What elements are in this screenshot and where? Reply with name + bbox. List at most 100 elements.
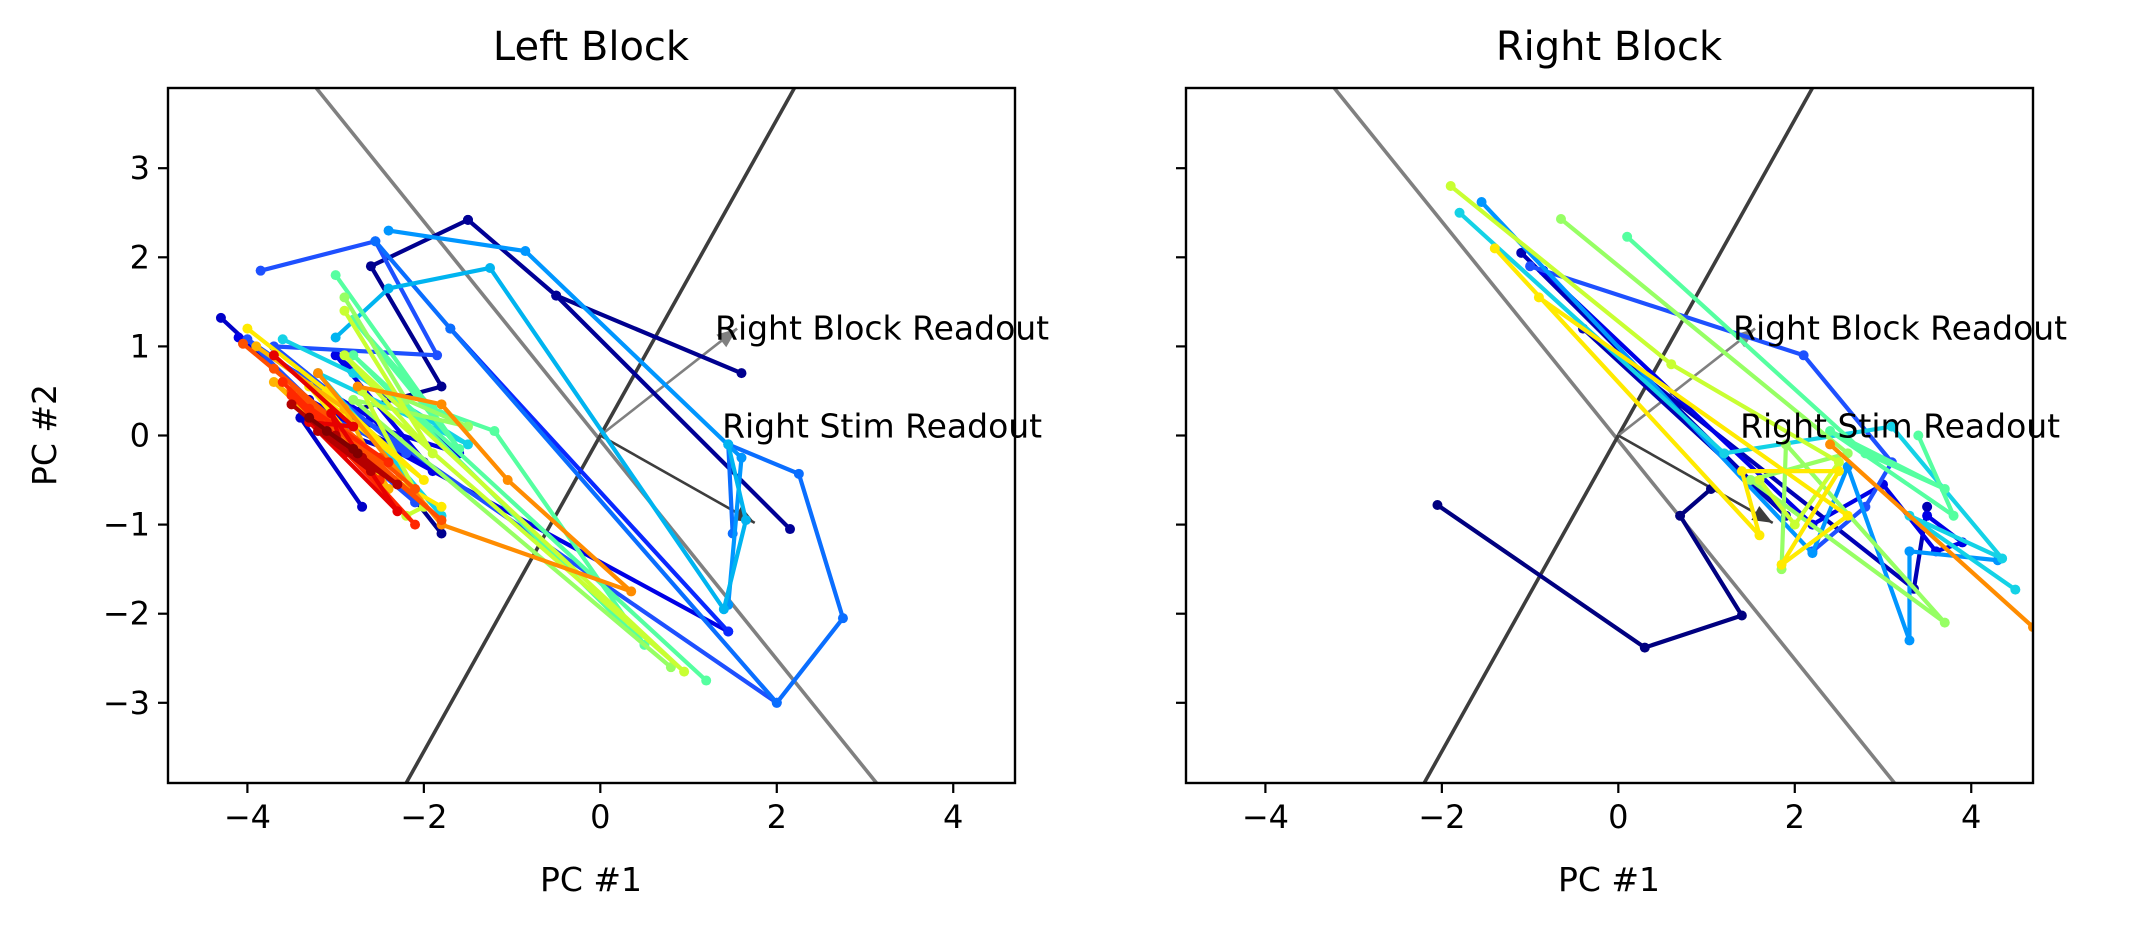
left-trajectory-20-point-0 [286, 399, 297, 410]
left-trajectory-6-point-0 [255, 265, 266, 276]
left-trajectory-21-point-0 [304, 412, 315, 423]
left-trajectory-11-point-6 [348, 350, 359, 361]
left-trajectory-6-point-2 [432, 350, 443, 361]
right-trajectory-9-point-5 [1842, 510, 1853, 521]
right-stim-readout-label: Right Stim Readout [1740, 406, 2060, 445]
left-trajectory-0-point-1 [365, 261, 376, 272]
left-trajectory-11-point-0 [330, 270, 341, 281]
right-trajectory-4-point-3 [1904, 635, 1915, 646]
left-reference-lines [314, 88, 878, 783]
right-series [1432, 181, 2033, 653]
left-reference-line-1 [404, 88, 796, 783]
right-trajectory-1-point-4 [1922, 501, 1933, 512]
left-trajectory-19-point-1 [348, 421, 359, 432]
left-panel: Left Block Right Block Readout Right Sti… [25, 24, 1049, 899]
right-trajectory-5-point-0 [1454, 207, 1465, 218]
left-trajectory-20-point-3 [392, 479, 403, 490]
right-trajectory-10 [1827, 442, 2033, 630]
left-trajectory-0-point-5 [436, 528, 447, 539]
right-x-tick-label-3: 2 [1785, 798, 1805, 836]
left-trajectory-18-point-4 [286, 390, 297, 401]
left-trajectory-8-point-1 [520, 246, 531, 257]
right-trajectory-7-point-2 [1745, 475, 1756, 486]
right-trajectory-6-point-1 [1860, 448, 1871, 459]
right-trajectory-1-point-0 [1516, 247, 1527, 258]
left-trajectory-11-point-7 [701, 675, 712, 686]
right-trajectory-9-point-3 [1833, 466, 1844, 477]
left-trajectory-21-point-3 [348, 443, 359, 454]
right-trajectory-2-point-5 [1922, 510, 1933, 521]
left-trajectory-14-point-2 [418, 475, 429, 486]
left-y-tick-label-2: −1 [103, 506, 150, 544]
left-trajectory-16-point-3 [626, 586, 637, 597]
right-readout-arrow-0 [1617, 327, 1756, 437]
left-trajectory-14-point-0 [242, 323, 253, 334]
left-trajectory-8-point-0 [383, 225, 394, 236]
left-trajectory-7-point-0 [370, 236, 381, 247]
left-trajectory-1-point-1 [736, 368, 747, 379]
left-x-tick-label-3: 2 [767, 798, 787, 836]
left-y-tick-label-3: 0 [130, 417, 150, 455]
left-trajectory-10-point-0 [277, 334, 288, 345]
left-trajectory-13-point-0 [339, 305, 350, 316]
left-trajectory-12-point-0 [339, 292, 350, 303]
right-trajectory-0-point-1 [1639, 642, 1650, 653]
right-x-tick-label-0: −4 [1242, 798, 1289, 836]
right-title: Right Block [1496, 24, 1723, 70]
left-x-ticks: −4 −2 0 2 4 [224, 783, 963, 836]
left-trajectory-9-point-3 [718, 604, 729, 615]
left-trajectory-9-point-1 [383, 283, 394, 294]
right-trajectory-9-point-4 [1776, 559, 1787, 570]
left-trajectory-14-point-5 [436, 501, 447, 512]
left-trajectory-21-point-2 [321, 426, 332, 437]
left-trajectory-2-point-1 [551, 290, 562, 301]
right-trajectory-8-point-2 [1833, 457, 1844, 468]
left-y-tick-label-4: 1 [130, 327, 150, 365]
left-trajectory-9-point-5 [723, 439, 734, 450]
right-x-tick-label-4: 4 [1961, 798, 1981, 836]
right-trajectory-8-point-4 [1754, 475, 1765, 486]
right-trajectory-5-point-1 [1719, 448, 1730, 459]
left-trajectory-21 [307, 415, 360, 456]
left-trajectory-17-point-3 [436, 515, 447, 526]
right-trajectory-8-point-1 [1666, 359, 1677, 370]
right-x-tick-label-2: 0 [1608, 798, 1628, 836]
right-trajectory-5-point-2 [1886, 421, 1897, 432]
left-readout-labels: Right Block Readout Right Stim Readout [715, 308, 1049, 445]
left-y-tick-label-6: 3 [130, 149, 150, 187]
left-reference-line-0 [314, 88, 878, 783]
right-trajectory-4 [1479, 199, 2000, 643]
left-trajectory-0-point-2 [436, 381, 447, 392]
right-trajectory-6-point-0 [1622, 231, 1633, 242]
left-trajectory-16-point-5 [312, 368, 323, 379]
right-trajectory-7-point-0 [1555, 213, 1566, 224]
left-x-tick-label-1: −2 [400, 798, 447, 836]
right-xlabel: PC #1 [1558, 860, 1660, 899]
left-trajectory-15-point-0 [251, 341, 262, 352]
left-y-tick-label-0: −3 [103, 684, 150, 722]
left-y-tick-label-5: 2 [130, 238, 150, 276]
left-trajectory-17-point-0 [237, 338, 248, 349]
left-readout-arrow-1 [599, 434, 756, 524]
right-trajectory-5-point-3 [1997, 553, 2008, 564]
left-trajectory-8 [386, 228, 744, 607]
left-trajectory-19-point-3 [392, 506, 403, 517]
left-y-ticks: −3 −2 −1 0 1 2 3 [103, 149, 168, 722]
right-block-readout-label: Right Block Readout [1733, 308, 2067, 347]
right-trajectory-4-point-1 [1807, 548, 1818, 559]
right-trajectory-0-point-3 [1675, 510, 1686, 521]
right-plot-content [1332, 88, 2033, 783]
left-trajectory-9-point-0 [330, 332, 341, 343]
left-ylabel: PC #2 [25, 384, 64, 486]
right-trajectory-8-point-0 [1445, 181, 1456, 192]
left-trajectory-15-point-3 [268, 377, 279, 388]
left-trajectory-12-point-3 [348, 394, 359, 405]
right-trajectory-3-point-0 [1525, 261, 1536, 272]
left-trajectory-10-point-2 [462, 439, 473, 450]
left-trajectory-5-point-1 [723, 626, 734, 637]
left-xlabel: PC #1 [540, 860, 642, 899]
left-block-readout-label: Right Block Readout [715, 308, 1049, 347]
left-readout-arrowhead-0 [716, 328, 738, 348]
left-trajectory-7-point-1 [445, 323, 456, 334]
left-y-tick-label-1: −2 [103, 595, 150, 633]
